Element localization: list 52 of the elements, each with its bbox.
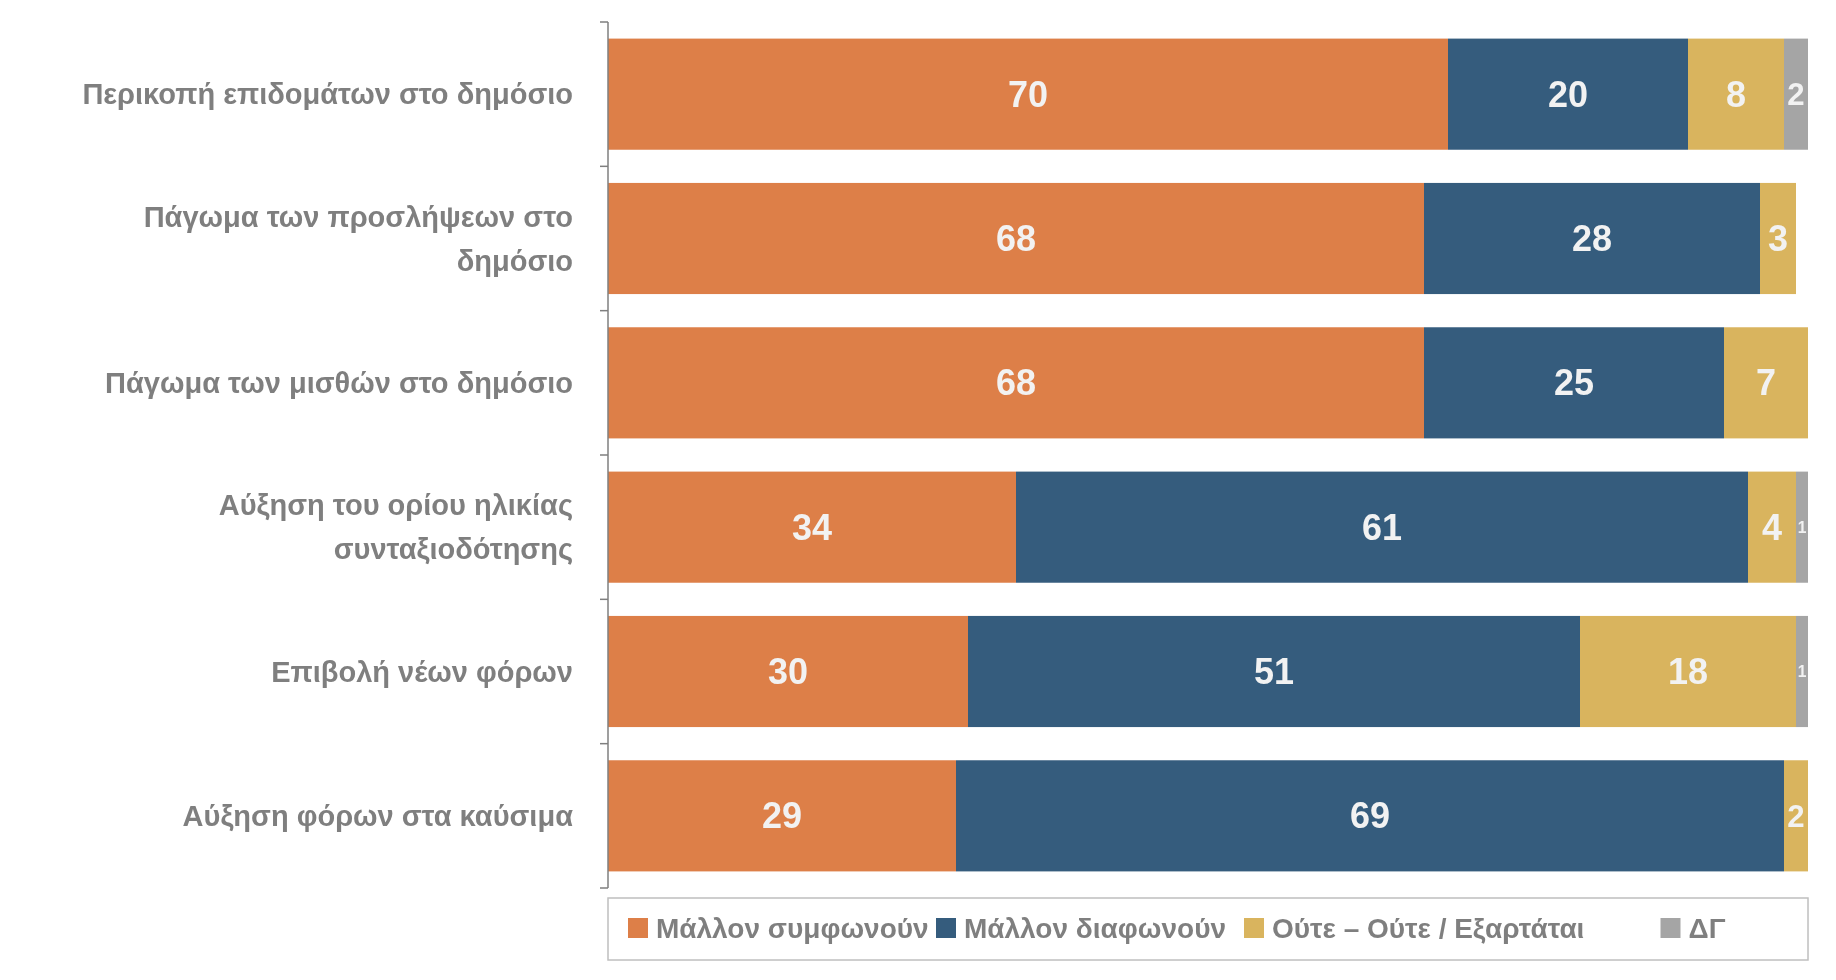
data-label: 2 <box>1787 798 1805 834</box>
data-label: 69 <box>1349 795 1391 837</box>
data-label: 20 <box>1547 73 1589 115</box>
bar <box>1796 615 1808 728</box>
data-label: 61 <box>1361 506 1403 548</box>
bar <box>1784 760 1808 872</box>
y-tick-label: Επιβολή νέων φόρων <box>271 655 573 688</box>
data-label: 34 <box>791 506 833 548</box>
bar <box>1688 38 1784 150</box>
legend-label: Μάλλον διαφωνούν <box>964 912 1226 944</box>
bar <box>968 615 1580 728</box>
bar <box>608 760 956 872</box>
data-label: 28 <box>1571 218 1613 260</box>
bar <box>1016 471 1748 583</box>
data-label: 51 <box>1253 651 1295 693</box>
data-label: 25 <box>1553 362 1595 404</box>
y-tick-label: Περικοπή επιδομάτων στο δημόσιο <box>82 78 573 111</box>
bar <box>608 38 1448 150</box>
bar <box>608 327 1424 439</box>
data-label: 3 <box>1767 218 1789 260</box>
bar <box>608 471 1016 583</box>
data-label: 2 <box>1787 77 1805 113</box>
data-label: 18 <box>1667 651 1709 693</box>
legend-label: Ούτε – Ούτε / Εξαρτάται <box>1272 912 1585 944</box>
data-label: 68 <box>995 362 1037 404</box>
data-label: 1 <box>1797 518 1807 536</box>
data-label: 70 <box>1007 73 1049 115</box>
y-tick-label: Πάγωμα των προσλήψεων στο δημόσιο <box>143 200 573 277</box>
bar <box>608 615 968 728</box>
y-tick-label: Πάγωμα των μισθών στο δημόσιο <box>105 366 573 399</box>
data-label: 30 <box>767 651 809 693</box>
data-label: 1 <box>1797 662 1807 680</box>
bar <box>1424 182 1760 295</box>
y-tick-label: Αύξηση φόρων στα καύσιμα <box>182 799 574 832</box>
bar <box>1760 182 1796 295</box>
bar <box>608 182 1424 295</box>
data-label: 8 <box>1725 73 1747 115</box>
data-label: 68 <box>995 218 1037 260</box>
bar <box>1580 615 1796 728</box>
data-label: 4 <box>1761 506 1783 548</box>
bar <box>1448 38 1688 150</box>
bar <box>1424 327 1724 439</box>
data-label: 29 <box>761 795 803 837</box>
y-tick-label: Αύξηση του ορίου ηλικίας συνταξιοδότησης <box>218 489 573 566</box>
bar <box>1724 327 1808 439</box>
bar <box>1784 38 1808 150</box>
bar <box>1796 471 1808 583</box>
data-label: 7 <box>1755 362 1777 404</box>
legend-label: ΔΓ <box>1688 912 1726 944</box>
bar <box>956 760 1784 872</box>
bar <box>1748 471 1796 583</box>
legend-label: Μάλλον συμφωνούν <box>656 912 929 944</box>
